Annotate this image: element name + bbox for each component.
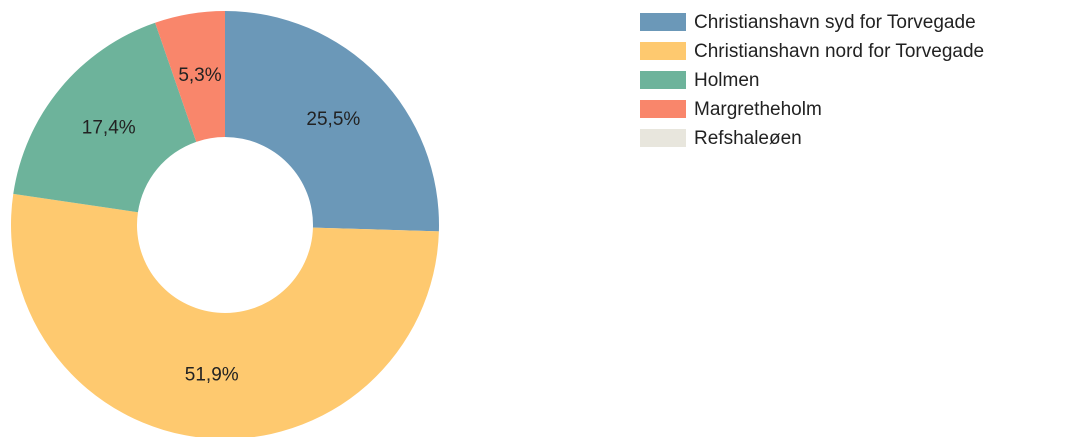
legend-label: Margretheholm: [694, 99, 822, 120]
donut-slice: [11, 193, 439, 437]
legend-swatch: [640, 100, 686, 118]
value-label: 5,3%: [178, 65, 221, 86]
legend-swatch: [640, 71, 686, 89]
value-label: 17,4%: [82, 118, 136, 139]
legend-label: Christianshavn syd for Torvegade: [694, 12, 976, 33]
value-label: 25,5%: [306, 109, 360, 130]
legend-swatch: [640, 42, 686, 60]
donut-slice: [225, 11, 439, 232]
donut-slice: [155, 10, 225, 142]
legend-swatch: [640, 13, 686, 31]
legend-swatch: [640, 129, 686, 147]
donut-slice: [13, 22, 197, 213]
legend-label: Refshaleøen: [694, 128, 802, 149]
legend-label: Holmen: [694, 70, 759, 91]
value-label: 51,9%: [185, 364, 239, 385]
legend-label: Christianshavn nord for Torvegade: [694, 41, 984, 62]
